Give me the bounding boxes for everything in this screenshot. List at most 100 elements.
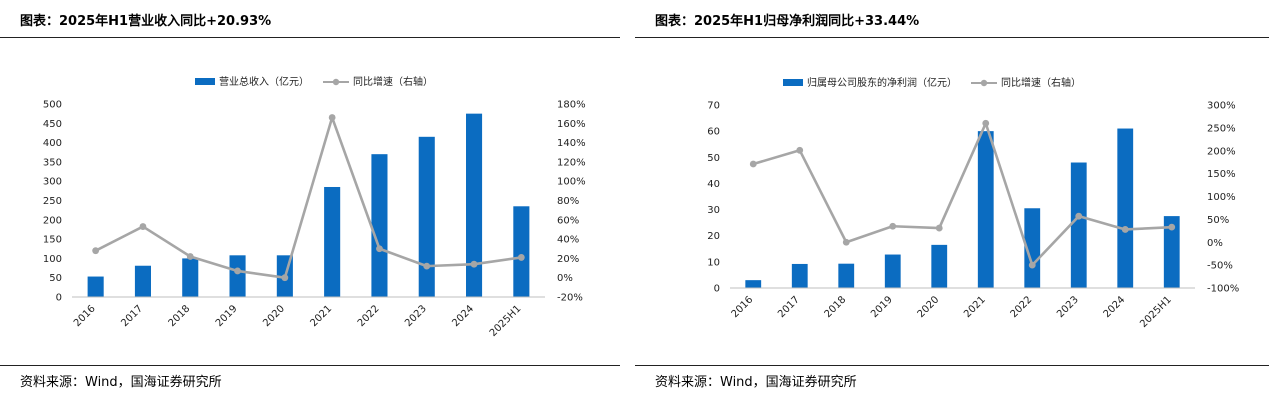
y2-tick-label: -50% [1207,261,1233,272]
bar [884,254,901,288]
title-rule [635,37,1269,38]
legend-line-label: 同比增速（右轴） [353,75,433,88]
growth-point [139,223,147,230]
legend-line-marker [332,78,340,86]
y-tick-label: 200 [43,215,62,226]
x-tick-label: 2023 [403,303,429,329]
x-tick-label: 2025H1 [1138,294,1174,330]
x-tick-label: 2017 [119,303,145,329]
chart-title: 图表：2025年H1营业收入同比+20.93% [20,14,272,29]
x-tick-label: 2024 [450,303,476,329]
bar [1117,128,1134,288]
x-tick-label: 2020 [261,303,287,329]
legend-bar-swatch [195,78,215,85]
x-tick-label: 2024 [1102,294,1128,320]
growth-point [517,254,525,261]
growth-point [889,222,897,230]
y2-tick-label: 150% [1207,169,1236,180]
bar [134,265,151,297]
growth-point [935,224,943,232]
growth-point [1075,212,1083,220]
bar [324,186,341,297]
revenue-chart: 营业总收入（亿元） 同比增速（右轴） 0 50 100 150 200 250 300 350 40… [43,75,586,339]
x-tick-label: 2025H1 [488,303,524,339]
bar [182,258,199,297]
x-tick-label: 2018 [823,294,849,320]
y2-tick-label: 180% [557,100,586,111]
y-tick-label: 400 [43,138,62,149]
y2-tick-label: 80% [557,196,579,207]
x-tick-label: 2017 [776,294,802,320]
y-tick-label: 50 [49,273,62,284]
bar [977,131,994,288]
bar [1070,162,1087,288]
legend: 营业总收入（亿元） 同比增速（右轴） [195,75,433,88]
y2-tick-label: 40% [557,235,579,246]
x-tick-label: 2019 [214,303,240,329]
growth-point [470,260,478,268]
y2-tick-label: 0% [1207,238,1223,249]
legend: 归属母公司股东的净利润（亿元） 同比增速（右轴） [783,76,1081,89]
chart-panel-net-profit: 图表：2025年H1归母净利润同比+33.44% 归属母公司股东的净利润（亿元）… [635,0,1269,402]
y-tick-label: 60 [707,127,720,138]
x-tick-label: 2018 [167,303,193,329]
y2-tick-label: 100% [557,177,586,188]
bar [466,113,483,298]
x-tick-label: 2021 [308,303,334,329]
y2-tick-label: 300% [1207,101,1236,112]
x-tick-label: 2021 [962,294,988,320]
y-tick-label: 30 [707,205,720,216]
x-tick-label: 2020 [916,294,942,320]
bar [87,276,104,297]
y-tick-label: 150 [43,235,62,246]
y2-tick-label: 160% [557,119,586,130]
growth-point [186,253,194,260]
y2-tick-label: 20% [557,254,579,265]
x-tick-label: 2016 [730,294,756,320]
y-tick-label: 450 [43,119,62,130]
x-tick-label: 2016 [72,303,98,329]
y-tick-label: 70 [707,101,720,112]
y-tick-label: 350 [43,157,62,168]
legend-bar-label: 归属母公司股东的净利润（亿元） [807,76,957,89]
y2-tick-label: 140% [557,138,586,149]
y-tick-label: 250 [43,196,62,207]
bar [838,263,855,288]
y-tick-label: 300 [43,177,62,188]
y-tick-label: 40 [707,179,720,190]
legend-bar-swatch [783,79,803,86]
source-rule [0,365,620,366]
bar [229,255,246,297]
growth-point [92,247,100,255]
y-tick-label: 20 [707,231,720,242]
title-rule [0,37,620,38]
bar [371,154,388,297]
x-tick-label: 2019 [869,294,895,320]
y2-tick-label: -100% [1207,284,1239,295]
y2-tick-label: 120% [557,157,586,168]
legend-bar-label: 营业总收入（亿元） [219,75,309,88]
y2-tick-label: 50% [1207,215,1229,226]
net-profit-chart: 归属母公司股东的净利润（亿元） 同比增速（右轴） 0 10 20 30 40 50 60 70 -1… [707,76,1239,330]
growth-point [796,146,804,154]
legend-line-label: 同比增速（右轴） [1001,76,1081,89]
y-tick-label: 10 [707,257,720,268]
y2-tick-label: 250% [1207,123,1236,134]
y2-tick-label: -20% [557,293,583,304]
growth-point [749,160,757,168]
y-tick-label: 50 [707,153,720,164]
chart-panel-revenue: 图表：2025年H1营业收入同比+20.93% 营业总收入（亿元） 同比增速（右轴… [0,0,620,402]
bar [791,263,808,288]
growth-line [95,116,522,279]
x-tick-label: 2022 [1009,294,1035,320]
source-note: 资料来源：Wind，国海证券研究所 [20,375,222,390]
growth-point [328,114,336,121]
y-tick-label: 0 [714,284,720,295]
growth-point [982,119,990,127]
growth-point [281,274,289,282]
growth-point [234,267,241,275]
bar [418,136,435,297]
legend-line-marker [980,79,988,87]
chart-title: 图表：2025年H1归母净利润同比+33.44% [655,14,920,29]
growth-point [376,245,383,253]
